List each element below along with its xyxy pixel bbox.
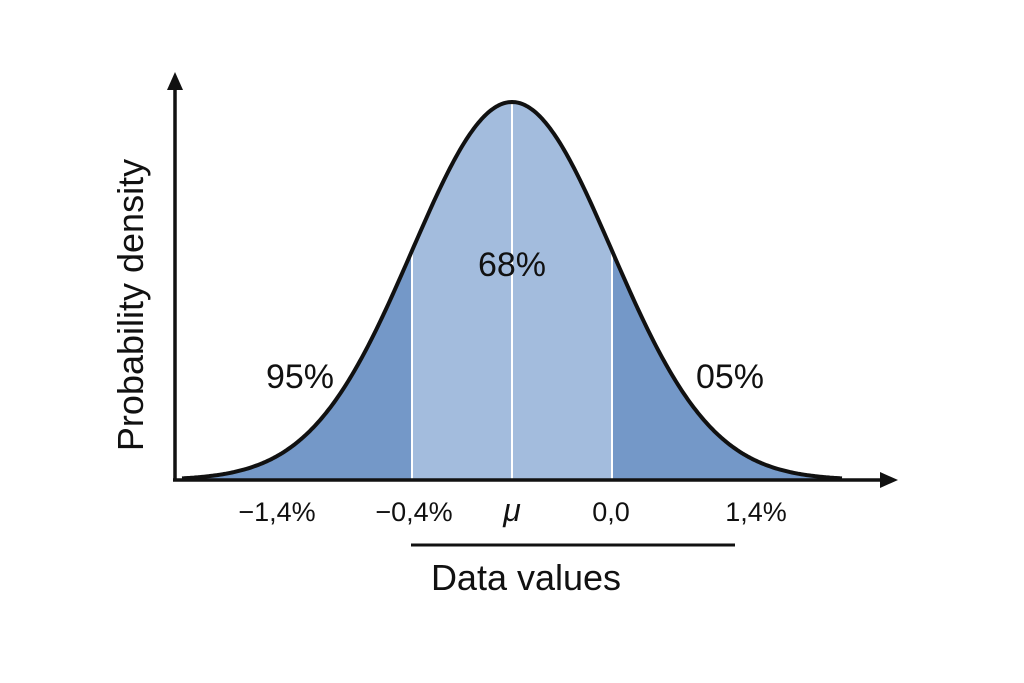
x-tick-label-mu: μ — [502, 492, 521, 528]
region-area-0 — [182, 250, 412, 480]
sigma-dividers — [411, 104, 613, 479]
y-axis-arrow-icon — [167, 72, 183, 90]
x-axis-arrow-icon — [880, 472, 898, 488]
x-tick-label: 0,0 — [592, 497, 630, 527]
x-tick-label: 1,4% — [725, 497, 787, 527]
x-tick-label: −1,4% — [238, 497, 315, 527]
region-label-right: 05% — [696, 358, 764, 396]
region-area-2 — [612, 250, 842, 480]
region-label-center: 68% — [478, 246, 546, 284]
y-axis-title: Probability density — [110, 159, 151, 451]
region-label-left: 95% — [266, 358, 334, 396]
x-tick-label: −0,4% — [375, 497, 452, 527]
bell-curve — [181, 100, 843, 481]
x-axis-title: Data values — [431, 557, 621, 598]
